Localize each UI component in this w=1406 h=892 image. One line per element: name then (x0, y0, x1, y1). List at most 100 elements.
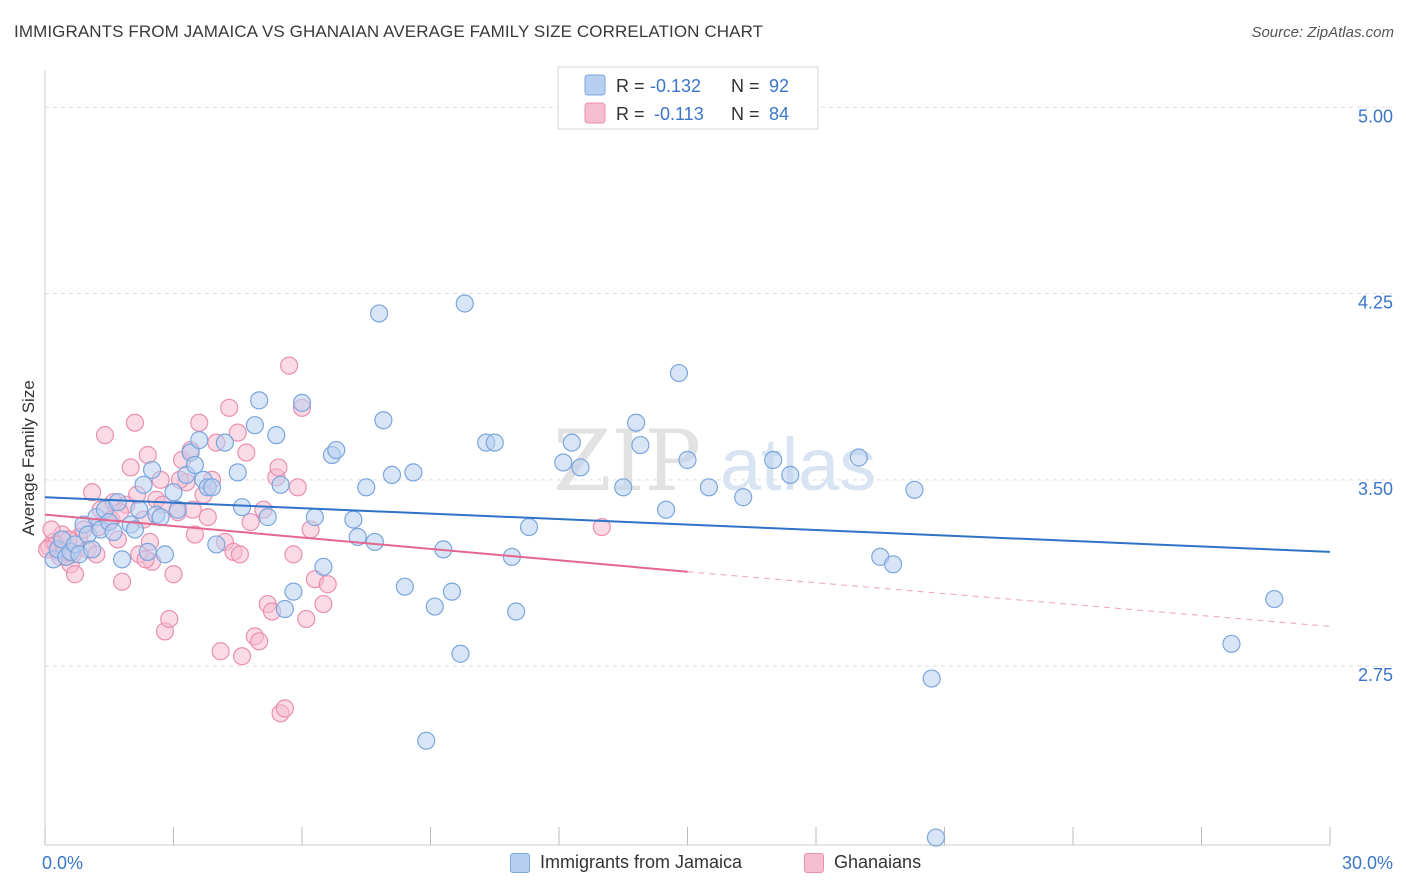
point-jamaica (699, 478, 719, 497)
point-ghanaians (95, 426, 115, 445)
point-jamaica (258, 508, 277, 527)
point-jamaica (374, 411, 393, 430)
point-ghanaians (83, 483, 102, 502)
point-ghanaians (237, 443, 256, 462)
point-ghanaians (185, 525, 205, 544)
point-jamaica (292, 393, 312, 412)
point-ghanaians (121, 458, 140, 477)
point-ghanaians (112, 572, 132, 591)
x-tick-labels: 0.0% 30.0% (42, 853, 1393, 873)
legend-item-jamaica: Immigrants from Jamaica (510, 852, 742, 873)
point-jamaica (104, 522, 123, 542)
trend-lines (44, 496, 1331, 627)
point-jamaica (764, 450, 783, 470)
legend-swatch-jamaica-bottom (510, 852, 530, 873)
point-jamaica (112, 550, 132, 569)
point-ghanaians (280, 356, 299, 375)
y-tick-labels: 2.75 3.50 4.25 5.00 (1358, 106, 1393, 685)
point-jamaica (357, 478, 376, 497)
point-ghanaians (250, 632, 269, 651)
point-jamaica (155, 545, 175, 564)
point-ghanaians (284, 545, 303, 564)
legend-n-value-1: 92 (769, 76, 789, 96)
point-ghanaians (592, 517, 611, 537)
point-jamaica (108, 493, 127, 512)
point-jamaica (327, 440, 346, 460)
legend-label-jamaica: Immigrants from Jamaica (540, 852, 743, 872)
point-jamaica (344, 510, 363, 529)
point-jamaica (562, 433, 581, 452)
point-ghanaians (275, 699, 294, 718)
legend-item-ghanaians: Ghanaians (804, 852, 921, 873)
point-ghanaians (220, 398, 239, 417)
point-jamaica (571, 458, 590, 477)
chart-title: IMMIGRANTS FROM JAMAICA VS GHANAIAN AVER… (14, 22, 764, 41)
point-jamaica (284, 582, 303, 601)
point-jamaica (519, 517, 539, 537)
point-jamaica (232, 498, 252, 517)
point-ghanaians (230, 545, 249, 564)
trend-line-ghanaians-extension (687, 571, 1331, 627)
point-jamaica (83, 540, 102, 559)
point-ghanaians (288, 478, 307, 497)
point-ghanaians (232, 647, 252, 666)
point-ghanaians (198, 508, 217, 527)
point-ghanaians (241, 512, 260, 532)
point-ghanaians (228, 423, 247, 442)
point-jamaica (425, 597, 444, 616)
point-ghanaians (138, 445, 157, 465)
legend-swatch-ghanaians-bottom (804, 852, 824, 873)
grid-lines (45, 106, 1392, 667)
point-jamaica (442, 582, 462, 601)
point-jamaica (1222, 634, 1241, 653)
point-jamaica (382, 465, 402, 484)
trend-line-jamaica (44, 496, 1331, 553)
trend-line-ghanaians (44, 513, 688, 573)
point-jamaica (271, 475, 290, 494)
point-jamaica (626, 413, 646, 432)
legend-n-value-2: 84 (769, 104, 789, 124)
point-jamaica (883, 555, 903, 574)
point-jamaica (485, 433, 504, 452)
point-jamaica (130, 500, 149, 519)
point-jamaica (455, 294, 474, 313)
legend-n-label-1: N = (731, 76, 760, 96)
point-ghanaians (65, 565, 85, 584)
point-jamaica (926, 828, 946, 847)
legend-label-ghanaians: Ghanaians (834, 852, 922, 872)
point-jamaica (138, 542, 157, 561)
point-jamaica (215, 433, 234, 452)
watermark: ZIP atlas (553, 412, 876, 510)
legend-r-label-2: R = (616, 104, 645, 124)
y-tick-label: 3.50 (1358, 479, 1393, 499)
point-jamaica (151, 508, 170, 527)
legend-r-value-2: -0.113 (654, 104, 704, 124)
point-ghanaians (269, 458, 288, 477)
point-jamaica (190, 431, 209, 450)
y-axis-label: Average Family Size (19, 380, 38, 536)
point-jamaica (395, 577, 414, 596)
point-jamaica (417, 731, 436, 750)
data-points (38, 294, 1284, 847)
source-label: Source: ZipAtlas.com (1251, 24, 1394, 41)
point-jamaica (781, 465, 800, 484)
point-ghanaians (125, 413, 145, 432)
point-jamaica (125, 520, 145, 539)
point-ghanaians (314, 594, 333, 614)
point-ghanaians (190, 413, 209, 432)
x-tick-label-start: 0.0% (42, 853, 83, 873)
y-tick-label: 5.00 (1358, 106, 1393, 126)
point-jamaica (370, 304, 389, 323)
point-jamaica (202, 478, 222, 497)
point-jamaica (905, 480, 924, 499)
point-ghanaians (211, 642, 230, 661)
point-jamaica (134, 475, 153, 494)
point-jamaica (305, 508, 324, 527)
point-ghanaians (160, 609, 179, 629)
point-jamaica (554, 453, 573, 472)
point-jamaica (207, 535, 226, 554)
y-tick-label: 2.75 (1358, 665, 1393, 685)
legend-n-label-2: N = (731, 104, 760, 124)
point-jamaica (656, 500, 676, 519)
point-jamaica (267, 426, 286, 445)
